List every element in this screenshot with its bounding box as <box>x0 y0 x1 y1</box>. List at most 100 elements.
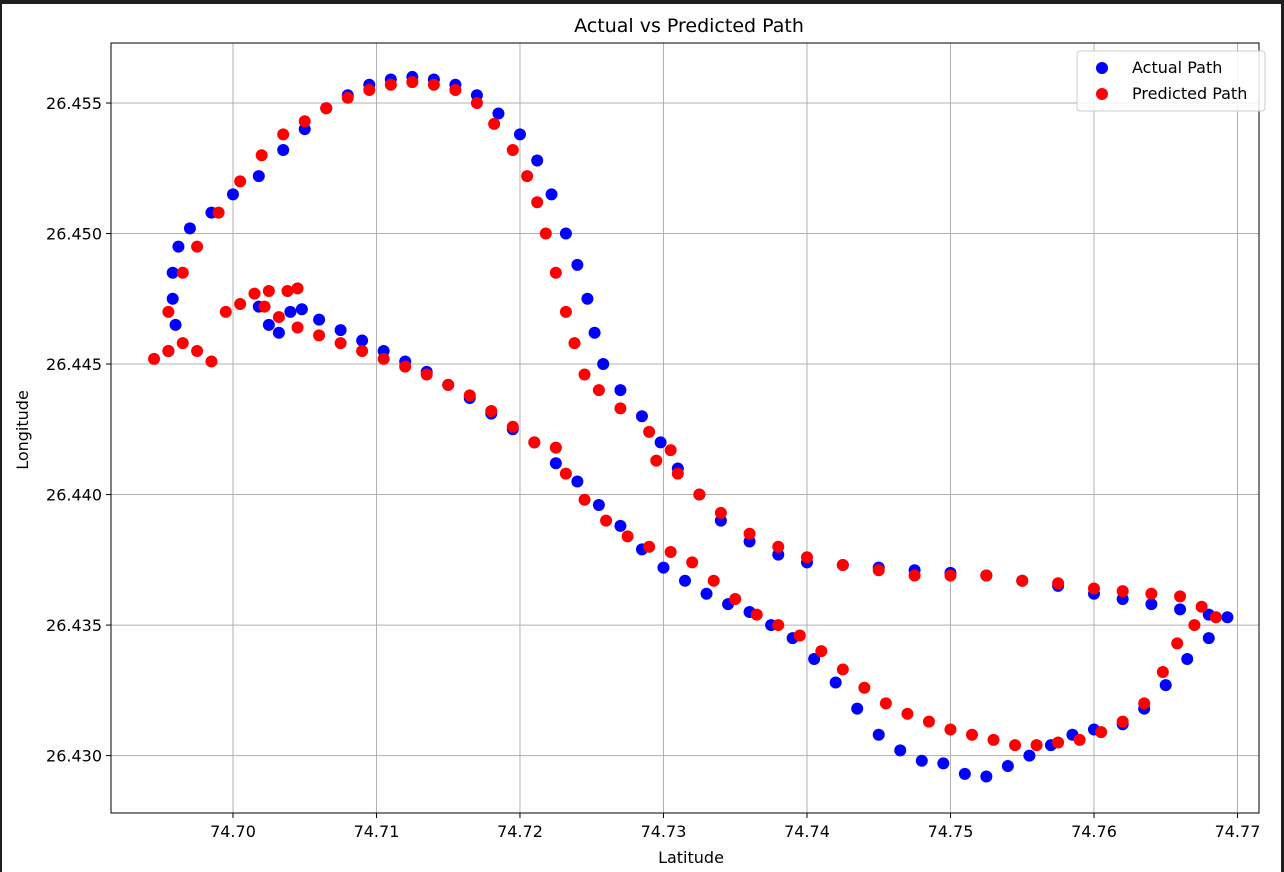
y-tick-label: 26.450 <box>46 225 102 244</box>
y-axis-label: Longitude <box>13 390 32 470</box>
data-point <box>664 545 677 558</box>
grid-lines <box>111 43 1259 813</box>
data-point <box>531 196 544 209</box>
plot-area-border <box>110 42 1260 814</box>
data-point <box>836 559 849 572</box>
data-point <box>858 681 871 694</box>
data-point <box>922 715 935 728</box>
data-point <box>262 318 275 331</box>
data-point <box>272 311 285 324</box>
data-point <box>488 117 501 130</box>
data-point <box>980 569 993 582</box>
data-point <box>277 144 290 157</box>
data-point <box>528 436 541 449</box>
data-point <box>255 149 268 162</box>
legend-marker-actual <box>1096 62 1108 74</box>
data-point <box>581 292 594 305</box>
data-point <box>545 188 558 201</box>
data-point <box>1087 582 1100 595</box>
data-point <box>470 97 483 110</box>
data-point <box>1156 666 1169 679</box>
data-point <box>851 702 864 715</box>
x-axis-ticks: 74.70 74.71 74.72 74.73 74.74 74.75 74.76 74.77 <box>210 813 1260 841</box>
data-point <box>1009 739 1022 752</box>
data-point <box>406 76 419 89</box>
data-point <box>1174 603 1187 616</box>
data-point <box>872 564 885 577</box>
y-tick-label: 26.455 <box>46 94 102 113</box>
data-point <box>944 723 957 736</box>
data-point <box>492 107 505 120</box>
data-point <box>1145 598 1158 611</box>
data-point <box>1001 760 1014 773</box>
data-point <box>772 540 785 553</box>
data-point <box>635 410 648 423</box>
data-point <box>987 733 1000 746</box>
data-point <box>148 352 161 365</box>
data-point <box>506 420 519 433</box>
data-point <box>571 475 584 488</box>
data-point <box>172 240 185 253</box>
data-point <box>1052 736 1065 749</box>
data-point <box>1116 715 1129 728</box>
data-point <box>521 170 534 183</box>
data-point <box>600 514 613 527</box>
data-point <box>592 384 605 397</box>
x-tick-label: 74.77 <box>1215 822 1261 841</box>
data-point <box>176 266 189 279</box>
data-point <box>568 337 581 350</box>
data-point <box>463 389 476 402</box>
data-point <box>291 282 304 295</box>
data-point <box>420 368 433 381</box>
data-point <box>578 493 591 506</box>
data-point <box>219 305 232 318</box>
data-point <box>908 569 921 582</box>
data-point <box>442 378 455 391</box>
data-point <box>549 266 562 279</box>
x-tick-label: 74.72 <box>497 822 543 841</box>
data-point <box>162 345 175 357</box>
data-point <box>592 499 605 511</box>
data-point <box>262 284 275 297</box>
data-point <box>320 102 333 115</box>
data-point <box>356 334 369 347</box>
data-point <box>937 757 950 770</box>
data-point <box>559 305 572 318</box>
data-point <box>664 444 677 457</box>
data-point <box>313 313 326 326</box>
legend: Actual Path Predicted Path <box>1076 50 1266 112</box>
data-point <box>341 91 354 104</box>
data-point <box>1159 679 1172 692</box>
data-point <box>650 454 663 467</box>
x-axis-label: Latitude <box>658 848 724 867</box>
data-point <box>1221 611 1234 624</box>
data-point <box>808 653 821 665</box>
data-point <box>1195 600 1208 613</box>
data-point <box>793 629 806 642</box>
data-point <box>1016 574 1029 587</box>
data-point <box>559 467 572 480</box>
x-tick-label: 74.74 <box>784 822 830 841</box>
data-point <box>901 707 914 720</box>
x-tick-label: 74.73 <box>641 822 687 841</box>
data-point <box>1116 585 1129 598</box>
data-point <box>295 303 308 316</box>
data-point <box>1174 590 1187 603</box>
data-point <box>836 663 849 676</box>
data-point <box>829 676 842 689</box>
legend-label-predicted: Predicted Path <box>1132 84 1247 103</box>
data-point <box>1073 733 1086 746</box>
data-point <box>686 556 699 569</box>
data-point <box>597 358 610 371</box>
x-tick-label: 74.70 <box>210 822 256 841</box>
data-point <box>643 425 656 438</box>
data-point <box>334 324 347 337</box>
data-point <box>958 767 971 780</box>
data-point <box>614 519 627 532</box>
data-point <box>621 530 634 543</box>
chart-title: Actual vs Predicted Path <box>574 15 804 37</box>
data-point <box>679 574 691 587</box>
data-point <box>162 305 175 318</box>
